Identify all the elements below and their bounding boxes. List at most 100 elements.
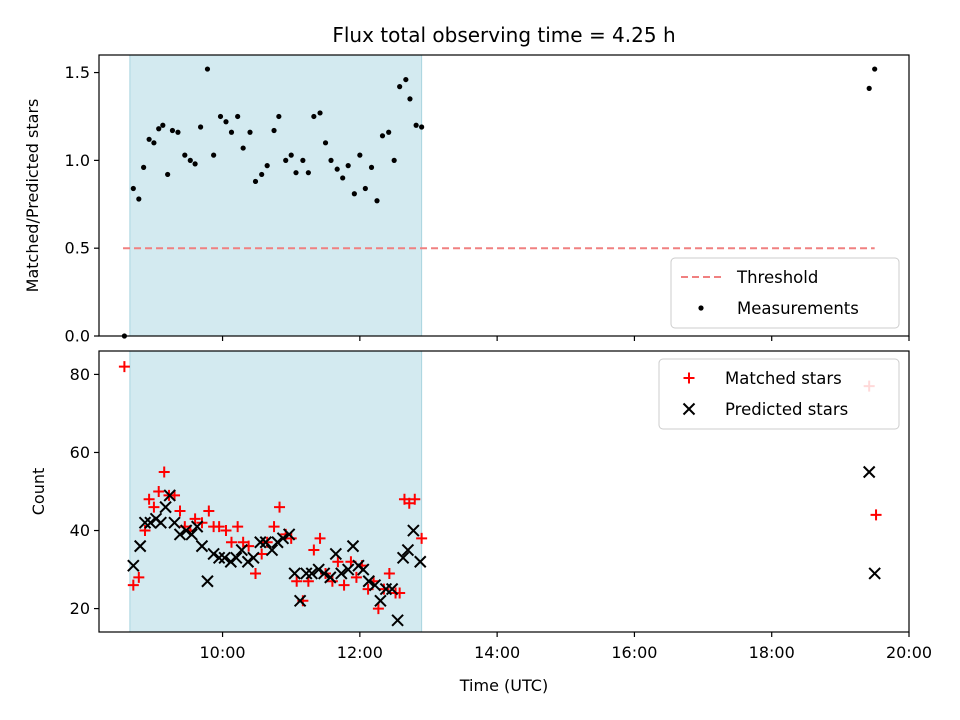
ratio-axes-frame	[98, 54, 910, 337]
chart-title: Flux total observing time = 4.25 h	[332, 23, 675, 47]
data-point	[250, 567, 262, 579]
data-point	[870, 509, 882, 521]
data-point	[368, 164, 375, 170]
data-point	[340, 175, 346, 181]
data-point	[374, 198, 380, 204]
y-tick-label: 0.0	[65, 327, 90, 346]
count-legend: Matched stars Predicted stars	[658, 358, 900, 430]
data-point	[154, 516, 167, 529]
data-point	[872, 66, 878, 72]
x-tick-label: 18:00	[749, 643, 795, 662]
legend-handle-x	[682, 402, 696, 416]
x-tick-label: 20:00	[886, 643, 932, 662]
data-point	[169, 127, 176, 134]
data-point	[276, 532, 290, 545]
data-point	[350, 571, 362, 583]
data-point	[195, 539, 209, 553]
data-point	[254, 536, 267, 549]
data-point	[212, 551, 226, 565]
data-point	[127, 579, 139, 591]
ratio-series-measurements	[121, 66, 878, 339]
ratio-legend: Threshold Measurements	[670, 257, 900, 329]
y-tick-label: 1.0	[65, 151, 90, 170]
data-point	[220, 525, 232, 537]
data-point	[274, 501, 286, 513]
data-point	[163, 489, 176, 502]
x-tick-label: 12:00	[337, 643, 383, 662]
data-point	[158, 466, 170, 478]
data-point	[324, 571, 337, 584]
data-point	[312, 563, 325, 576]
y-tick-label: 60	[70, 443, 90, 462]
x-axis-label: Time (UTC)	[459, 676, 548, 695]
data-point	[247, 551, 260, 565]
ratio-panel: 0.0 0.5 1.0 1.5 Matched/Predicted stars Thres…	[23, 54, 910, 346]
data-point	[372, 603, 384, 615]
data-point	[271, 127, 277, 134]
ratio-y-axis-label: Matched/Predicted stars	[23, 99, 42, 293]
data-point	[866, 85, 872, 91]
data-point	[217, 113, 224, 120]
x-tick-label: 10:00	[200, 643, 246, 662]
data-point	[224, 555, 238, 568]
data-point	[252, 178, 259, 185]
data-point	[293, 170, 299, 176]
data-point	[225, 536, 237, 548]
data-point	[197, 124, 204, 130]
count-axes-frame	[98, 350, 910, 633]
data-point	[146, 136, 152, 142]
data-point	[223, 119, 229, 125]
data-point	[291, 575, 303, 587]
data-point	[118, 361, 130, 373]
data-point	[175, 129, 181, 135]
data-point	[204, 66, 211, 72]
data-point	[362, 575, 375, 588]
data-point	[391, 157, 397, 163]
data-point	[391, 614, 404, 627]
data-point	[413, 122, 419, 128]
data-point	[305, 567, 319, 580]
data-point	[338, 579, 350, 591]
legend-label: Matched stars	[725, 369, 842, 388]
data-point	[403, 76, 409, 83]
data-point	[288, 567, 301, 580]
data-point	[259, 171, 265, 178]
data-point	[334, 166, 340, 172]
y-tick-label: 80	[70, 365, 90, 384]
data-point	[374, 594, 387, 607]
data-point	[187, 157, 193, 163]
data-point	[165, 171, 171, 178]
data-point	[332, 556, 344, 568]
data-point	[218, 551, 231, 565]
y-tick-label: 20	[70, 599, 90, 618]
data-point	[368, 578, 382, 592]
data-point	[265, 543, 279, 557]
data-point	[160, 122, 166, 128]
y-tick-label: 1.5	[65, 63, 90, 82]
data-point	[383, 567, 395, 579]
data-point	[151, 140, 157, 146]
data-point	[335, 567, 348, 580]
data-point	[362, 185, 368, 192]
data-point	[328, 157, 334, 163]
data-point	[276, 113, 282, 120]
data-point	[868, 567, 881, 580]
data-point	[293, 594, 307, 607]
data-point	[322, 140, 329, 146]
data-point	[357, 563, 370, 576]
data-point	[235, 543, 248, 557]
data-point	[168, 516, 181, 529]
data-point	[386, 129, 392, 135]
data-point	[185, 528, 198, 541]
data-point	[407, 96, 413, 102]
data-point	[341, 563, 355, 576]
data-point	[282, 528, 296, 541]
ratio-observing-window	[129, 54, 423, 337]
data-point	[283, 157, 289, 163]
data-point	[407, 524, 420, 537]
data-point	[401, 543, 415, 557]
legend-box	[658, 358, 900, 430]
data-point	[133, 539, 147, 553]
data-point	[153, 486, 165, 497]
